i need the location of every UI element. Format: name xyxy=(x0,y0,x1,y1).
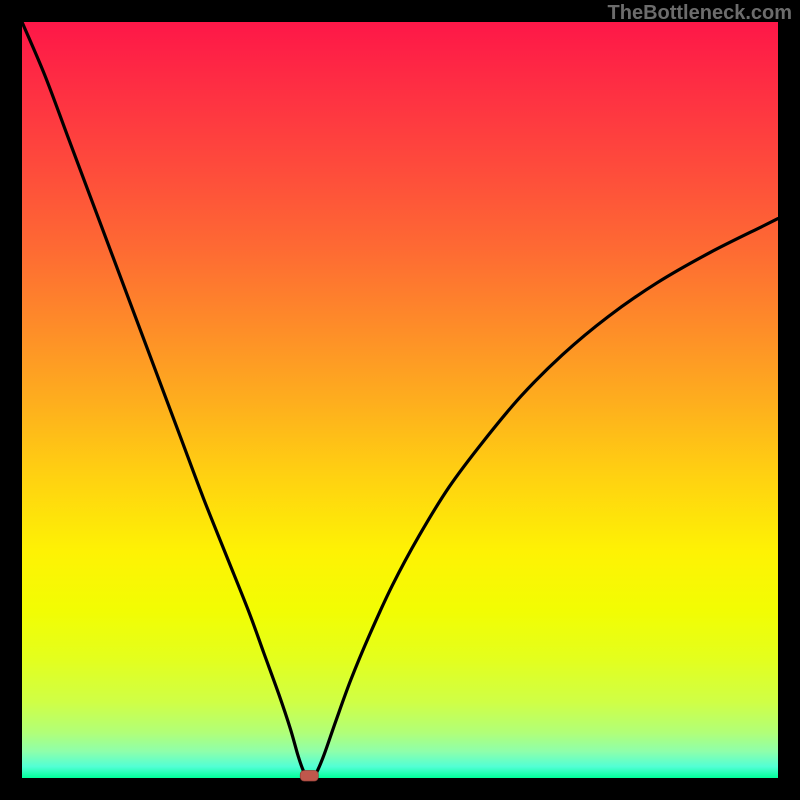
chart-container xyxy=(0,0,800,800)
bottleneck-chart xyxy=(0,0,800,800)
optimal-marker xyxy=(300,770,318,781)
